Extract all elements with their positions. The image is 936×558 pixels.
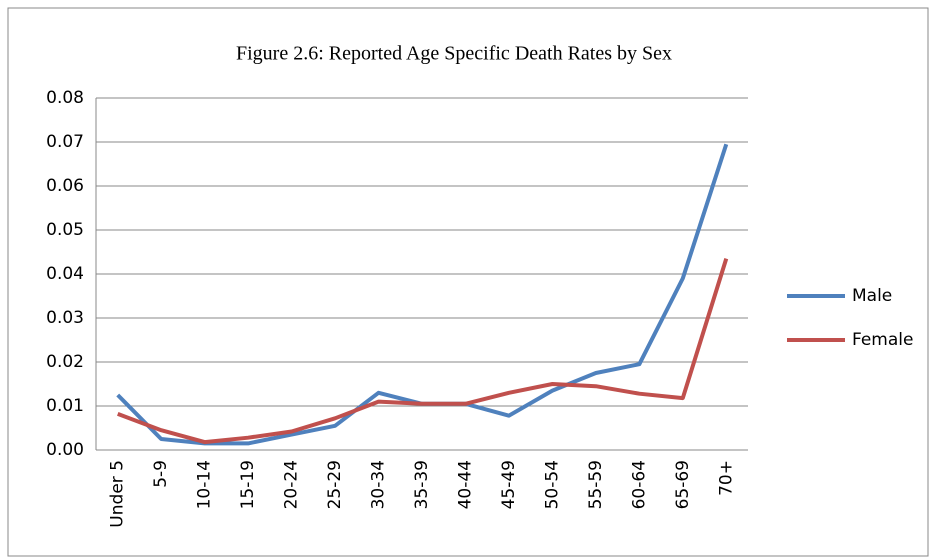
legend-label: Male [852, 286, 892, 306]
chart-title: Figure 2.6: Reported Age Specific Death … [236, 43, 672, 65]
x-tick-label: 40-44 [455, 460, 475, 509]
x-tick-label: 30-34 [369, 460, 389, 509]
x-tick-label: 10-14 [195, 460, 215, 509]
legend-label: Female [852, 330, 913, 350]
x-tick-label: 50-54 [542, 460, 562, 509]
y-tick-label: 0.07 [46, 132, 84, 152]
x-tick-label: 70+ [716, 460, 736, 496]
x-tick-label: 60-64 [629, 460, 649, 509]
x-tick-label: 25-29 [325, 460, 345, 509]
y-tick-label: 0.01 [46, 396, 84, 416]
x-tick-label: Under 5 [108, 460, 128, 528]
x-tick-label: 55-59 [586, 460, 606, 509]
line-series [117, 258, 729, 445]
y-tick-label: 0.08 [46, 88, 84, 108]
x-tick-label: 35-39 [412, 460, 432, 509]
chart-frame [7, 7, 929, 557]
x-tick-label: 15-19 [238, 460, 258, 509]
y-tick-label: 0.03 [46, 308, 84, 328]
y-tick-label: 0.05 [46, 220, 84, 240]
x-tick-label: 65-69 [673, 460, 693, 509]
y-tick-label: 0.02 [46, 352, 84, 372]
y-tick-label: 0.06 [46, 176, 84, 196]
y-tick-label: 0.04 [46, 264, 84, 284]
y-tick-label: 0.00 [46, 440, 84, 460]
x-tick-label: 5-9 [151, 460, 171, 488]
x-tick-label: 45-49 [499, 460, 519, 509]
x-tick-label: 20-24 [282, 460, 302, 509]
